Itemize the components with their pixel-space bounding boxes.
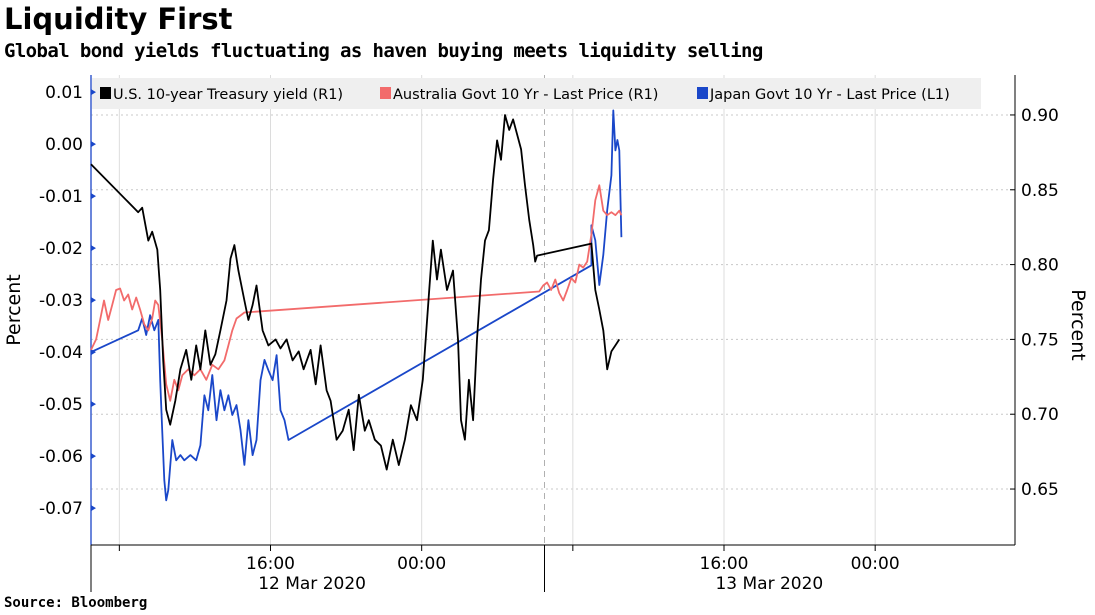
x-tick-label: 00:00: [397, 554, 446, 574]
legend-label: Australia Govt 10 Yr - Last Price (R1): [393, 87, 658, 103]
left-tick-mark: [91, 453, 96, 460]
chart-title: Liquidity First: [4, 2, 233, 36]
legend-swatch: [100, 87, 111, 99]
left-axis-label: Percent: [3, 274, 25, 346]
legend-box: [92, 78, 981, 109]
left-tick-label: -0.01: [39, 187, 83, 207]
right-tick-label: 0.75: [1021, 330, 1059, 350]
left-tick-mark: [91, 89, 96, 96]
right-axis-label: Percent: [1067, 289, 1089, 361]
left-tick-mark: [91, 401, 96, 408]
source-note: Source: Bloomberg: [4, 595, 148, 611]
left-tick-mark: [91, 141, 96, 148]
left-tick-label: -0.03: [39, 291, 83, 311]
left-tick-mark: [91, 193, 96, 200]
right-tick-label: 0.80: [1021, 256, 1059, 276]
left-tick-label: -0.07: [39, 499, 83, 519]
left-tick-label: -0.02: [39, 239, 83, 259]
left-tick-label: -0.04: [39, 343, 83, 363]
right-tick-label: 0.65: [1021, 480, 1059, 500]
right-tick-label: 0.70: [1021, 405, 1059, 425]
x-tick-label: 16:00: [700, 554, 749, 574]
left-tick-label: -0.05: [39, 395, 83, 415]
legend-swatch: [380, 87, 391, 99]
x-tick-label: 16:00: [246, 554, 295, 574]
legend-swatch: [697, 87, 708, 99]
left-tick-mark: [91, 245, 96, 252]
date-label: 13 Mar 2020: [715, 574, 823, 594]
left-tick-mark: [91, 297, 96, 304]
right-tick-label: 0.90: [1021, 106, 1059, 126]
chart-subtitle: Global bond yields fluctuating as haven …: [4, 40, 763, 62]
series-line-us-10y: [90, 114, 621, 471]
left-tick-label: -0.06: [39, 447, 83, 467]
left-tick-label: 0.00: [45, 135, 83, 155]
left-tick-mark: [91, 505, 96, 512]
right-tick-label: 0.85: [1021, 181, 1059, 201]
legend-label: Japan Govt 10 Yr - Last Price (L1): [709, 87, 950, 103]
series-line-australia-10y: [90, 184, 623, 402]
series-line-japan-10y: [90, 109, 623, 502]
x-tick-label: 00:00: [851, 554, 900, 574]
left-tick-label: 0.01: [45, 83, 83, 103]
legend-label: U.S. 10-year Treasury yield (R1): [113, 87, 343, 103]
date-label: 12 Mar 2020: [258, 574, 366, 594]
